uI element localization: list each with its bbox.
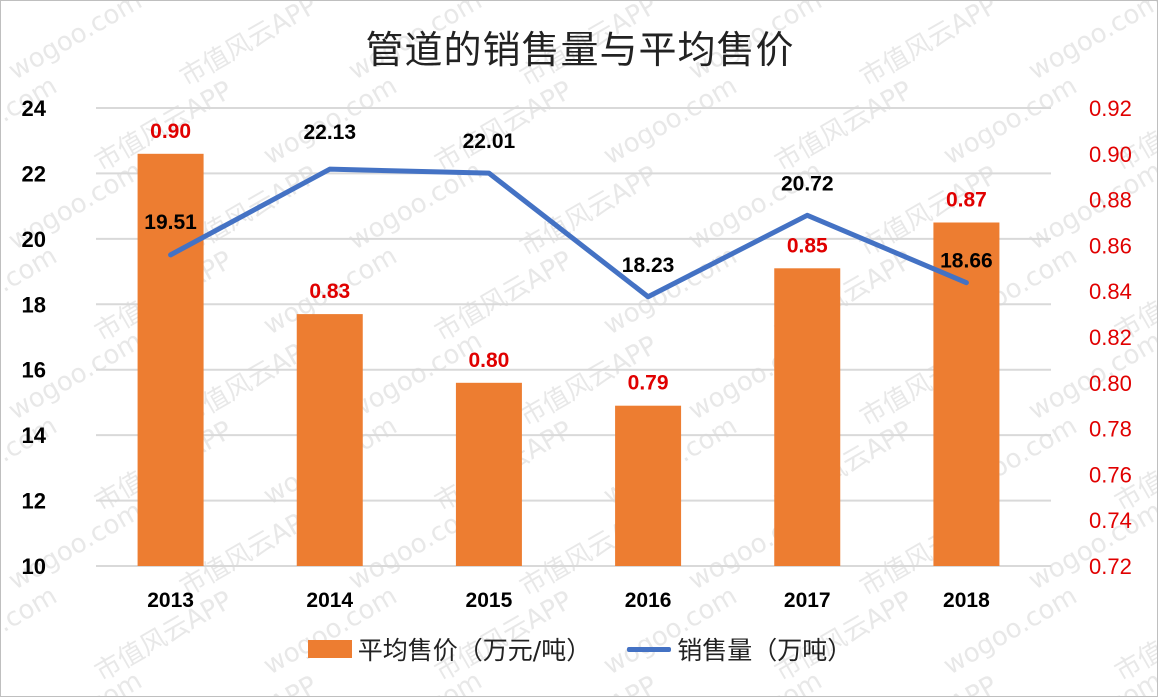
left-axis-tick: 16 xyxy=(22,358,46,383)
x-axis-tick: 2018 xyxy=(943,589,990,612)
x-axis-tick: 2015 xyxy=(466,589,513,612)
right-axis-tick: 0.82 xyxy=(1089,325,1132,350)
right-axis-tick: 0.76 xyxy=(1089,462,1132,487)
bar-value-label: 0.80 xyxy=(468,349,509,372)
line-swatch-icon xyxy=(627,646,672,652)
line-value-label: 18.66 xyxy=(940,250,993,273)
bar-value-label: 0.90 xyxy=(150,120,191,143)
bar-value-label: 0.79 xyxy=(628,372,669,395)
line-value-label: 22.13 xyxy=(303,121,356,144)
line-value-label: 22.01 xyxy=(463,130,516,153)
bar-price-2014[interactable] xyxy=(296,314,363,566)
bar-value-label: 0.87 xyxy=(946,189,987,212)
left-axis-tick: 12 xyxy=(22,489,46,514)
bar-price-2013[interactable] xyxy=(137,153,204,567)
x-axis-tick: 2014 xyxy=(306,589,353,612)
chart-title: 管道的销售量与平均售价 xyxy=(365,28,795,72)
left-axis-tick: 14 xyxy=(22,423,47,448)
right-axis-tick: 0.88 xyxy=(1089,188,1132,213)
left-axis-tick: 24 xyxy=(22,96,47,121)
left-axis-tick: 10 xyxy=(22,554,46,579)
legend-label-volume: 销售量（万吨） xyxy=(677,636,853,665)
right-axis-tick: 0.80 xyxy=(1089,371,1132,396)
right-axis-tick: 0.92 xyxy=(1089,96,1132,121)
line-value-label: 19.51 xyxy=(144,211,197,234)
line-volume[interactable] xyxy=(168,166,969,300)
bar-price-2017[interactable] xyxy=(774,268,841,566)
right-axis-tick: 0.72 xyxy=(1089,554,1132,579)
legend: 平均售价（万元/吨） 销售量（万吨） xyxy=(1,631,1157,667)
right-axis-tick: 0.86 xyxy=(1089,233,1132,258)
left-axis-tick: 20 xyxy=(22,227,46,252)
right-axis-tick: 0.84 xyxy=(1089,279,1132,304)
bar-value-label: 0.83 xyxy=(309,280,350,303)
bar-price-2015[interactable] xyxy=(455,382,522,566)
line-value-label: 18.23 xyxy=(622,254,675,277)
legend-item-volume[interactable]: 销售量（万吨） xyxy=(627,631,852,667)
x-axis-tick: 2013 xyxy=(147,589,194,612)
bar-price-2018[interactable] xyxy=(933,222,1000,567)
x-axis-tick: 2016 xyxy=(625,589,672,612)
left-axis-tick: 18 xyxy=(22,292,46,317)
legend-item-price[interactable]: 平均售价（万元/吨） xyxy=(307,631,592,667)
legend-label-price: 平均售价（万元/吨） xyxy=(357,636,592,665)
x-axis-tick: 2017 xyxy=(784,589,831,612)
bar-swatch-icon xyxy=(307,640,352,658)
line-value-label: 20.72 xyxy=(781,172,834,195)
left-axis-tick: 22 xyxy=(22,161,46,186)
bar-value-label: 0.85 xyxy=(787,234,828,257)
right-axis-tick: 0.90 xyxy=(1089,142,1132,167)
bar-price-2016[interactable] xyxy=(615,405,682,566)
right-axis-tick: 0.78 xyxy=(1089,417,1132,442)
right-axis-tick: 0.74 xyxy=(1089,508,1132,533)
